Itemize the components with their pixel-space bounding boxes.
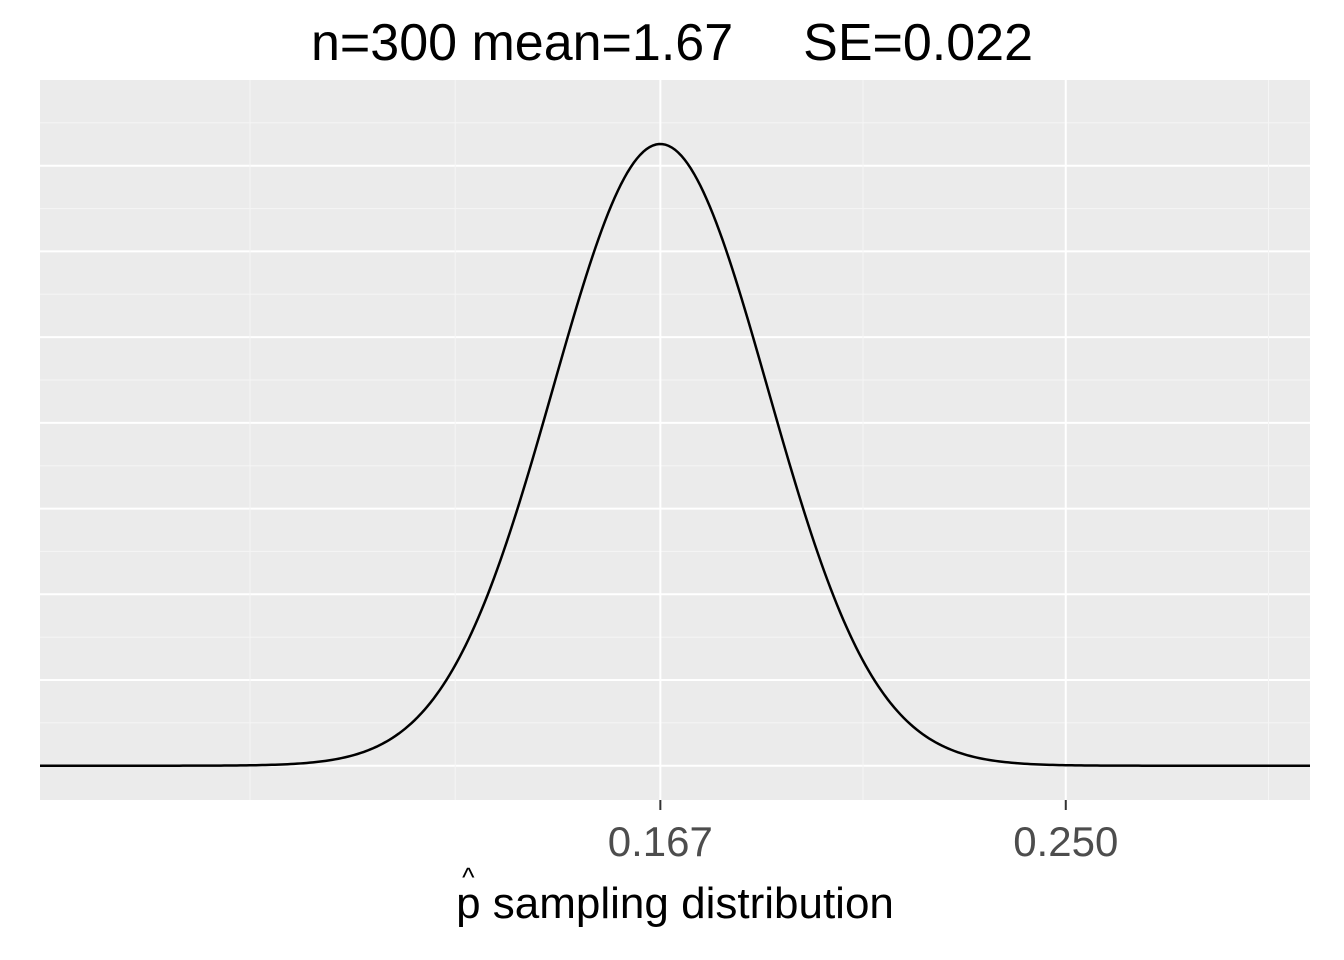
chart-title-part1: n=300 mean=1.67	[311, 14, 733, 72]
x-axis-label: p sampling distribution	[456, 879, 894, 928]
density-chart: n=300 mean=1.67 SE=0.022 0.167 0.250 p sampl…	[0, 0, 1344, 960]
plot-panel	[40, 80, 1310, 800]
chart-container: n=300 mean=1.67 SE=0.022 0.167 0.250 p sampl…	[0, 0, 1344, 960]
chart-title-part2: SE=0.022	[803, 14, 1033, 72]
x-tick-label: 0.167	[608, 818, 713, 865]
p-hat-symbol: ^	[462, 862, 475, 892]
x-tick-label: 0.250	[1013, 818, 1118, 865]
